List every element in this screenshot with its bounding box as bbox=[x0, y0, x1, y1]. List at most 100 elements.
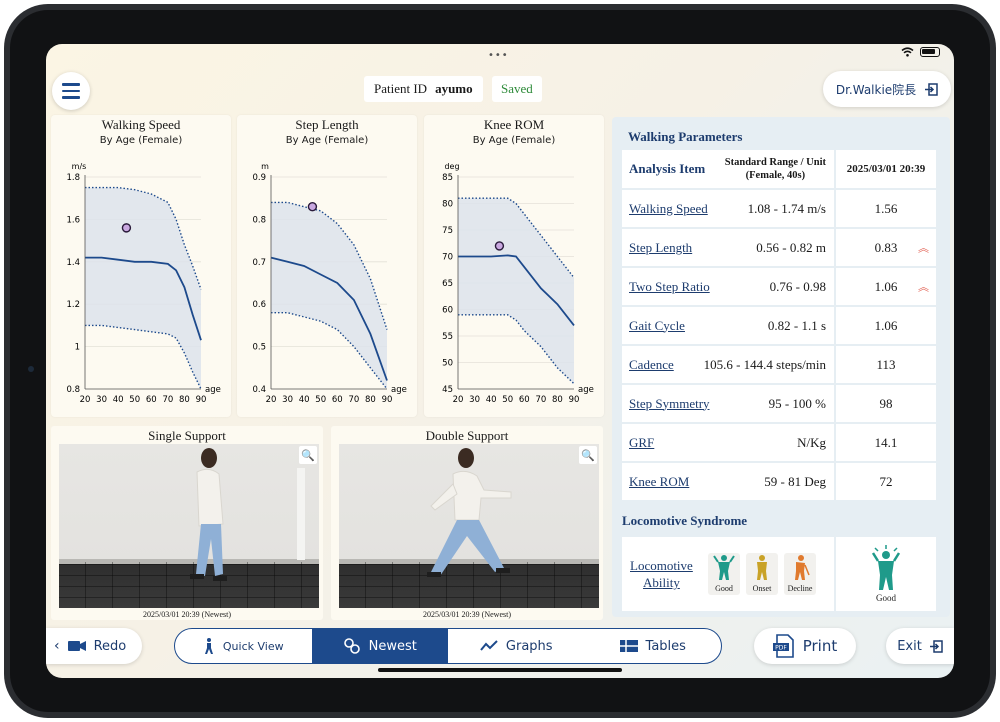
x-tick-label: 50 bbox=[502, 395, 513, 405]
y-tick-label: 70 bbox=[442, 253, 453, 263]
battery-icon bbox=[920, 47, 940, 57]
tab-tables[interactable]: Tables bbox=[585, 629, 722, 663]
saved-status: Saved bbox=[492, 76, 542, 102]
print-button[interactable]: PDF Print bbox=[754, 628, 856, 664]
locomotive-syndrome-title: Locomotive Syndrome bbox=[622, 513, 748, 528]
tab-label: Graphs bbox=[505, 638, 553, 654]
median-line bbox=[270, 256, 388, 381]
tab-graphs[interactable]: Graphs bbox=[448, 629, 585, 663]
locomotive-ability-link[interactable]: Locomotive Ability bbox=[630, 557, 693, 591]
x-tick-label: 20 bbox=[453, 395, 464, 405]
param-link-knee-rom[interactable]: Knee ROM bbox=[629, 473, 690, 489]
param-link-grf[interactable]: GRF bbox=[629, 434, 655, 450]
exit-button[interactable]: Exit bbox=[886, 628, 954, 664]
patient-id-label: Patient ID bbox=[374, 81, 428, 96]
double-chevron-up-icon: ︽ bbox=[918, 280, 929, 293]
tab-label: Quick View bbox=[222, 639, 284, 653]
camera-icon bbox=[67, 641, 86, 651]
lower-bound-line bbox=[85, 324, 202, 390]
tab-label: Newest bbox=[368, 638, 417, 654]
x-tick-label: 20 bbox=[266, 395, 277, 405]
normal-range-band bbox=[458, 198, 574, 384]
param-link-cadence[interactable]: Cadence bbox=[629, 356, 674, 372]
y-tick-label: 55 bbox=[442, 332, 453, 342]
tab-label: Tables bbox=[645, 638, 686, 654]
x-tick-label: 40 bbox=[486, 395, 497, 405]
y-tick-label: 1.4 bbox=[66, 258, 80, 268]
home-indicator[interactable] bbox=[378, 668, 622, 672]
y-tick-label: 1.8 bbox=[66, 173, 80, 183]
panel-title: Walking Parameters bbox=[628, 129, 743, 144]
walking-parameters-panel: Walking Parameters Analysis Item Standar… bbox=[612, 117, 950, 617]
video-title: Double Support bbox=[425, 428, 509, 443]
y-tick-label: 1.6 bbox=[66, 215, 80, 225]
doctor-account-button[interactable]: Dr.Walkie院長 bbox=[823, 71, 951, 107]
y-tick-label: 1.2 bbox=[66, 300, 80, 310]
table-row: Step Length 0.56 - 0.82 m 0.83 ︽ bbox=[622, 229, 936, 266]
param-range: 0.76 - 0.98 bbox=[769, 278, 826, 294]
column-header-standard: Standard Range / Unit (Female, 40s) bbox=[725, 156, 826, 182]
param-link-walking-speed[interactable]: Walking Speed bbox=[629, 200, 708, 216]
single-support-video-frame[interactable]: 🔍 bbox=[59, 444, 319, 608]
x-tick-label: 60 bbox=[332, 395, 343, 405]
zoom-icon[interactable]: 🔍 bbox=[299, 446, 317, 464]
tab-newest[interactable]: Newest bbox=[311, 629, 448, 663]
param-range: 1.08 - 1.74 m/s bbox=[747, 200, 826, 216]
redo-button[interactable]: ‹ Redo bbox=[46, 628, 142, 664]
video-date: 2025/03/01 20:39 (Newest) bbox=[423, 610, 511, 619]
x-axis-label: age bbox=[391, 385, 407, 395]
param-link-two-step-ratio[interactable]: Two Step Ratio bbox=[629, 278, 710, 294]
param-value: 113 bbox=[876, 356, 896, 372]
zoom-icon[interactable]: 🔍 bbox=[579, 446, 597, 464]
multitask-dots[interactable]: ••• bbox=[488, 50, 509, 61]
double-chevron-up-icon: ︽ bbox=[918, 241, 929, 254]
walker-figure bbox=[427, 448, 512, 577]
x-tick-label: 40 bbox=[113, 395, 124, 405]
locomotive-row: Locomotive Ability Good O bbox=[622, 537, 936, 611]
standard-header-line1: Standard Range / Unit bbox=[724, 157, 826, 168]
column-header-item: Analysis Item bbox=[629, 161, 706, 176]
lower-bound-line bbox=[458, 314, 575, 385]
table-row: Walking Speed 1.08 - 1.74 m/s 1.56 bbox=[622, 190, 936, 227]
param-value: 1.56 bbox=[874, 200, 898, 216]
patient-data-point[interactable] bbox=[121, 223, 132, 233]
upper-bound-line bbox=[271, 201, 388, 330]
table-row: Knee ROM 59 - 81 Deg 72 bbox=[622, 463, 936, 500]
person-good-icon bbox=[713, 555, 735, 580]
person-decline-icon bbox=[795, 555, 810, 580]
tab-quick-view[interactable]: Quick View bbox=[175, 629, 312, 663]
locomotive-label-line2: Ability bbox=[642, 575, 680, 590]
redo-label: Redo bbox=[93, 638, 127, 654]
x-tick-label: 80 bbox=[552, 395, 563, 405]
wifi-icon bbox=[901, 47, 914, 57]
y-tick-label: 1 bbox=[75, 343, 80, 353]
view-segmented-control: Quick View Newest Graphs Tables bbox=[174, 628, 722, 664]
locomotive-result: Good bbox=[876, 593, 896, 603]
menu-button[interactable] bbox=[52, 72, 90, 110]
param-range: 0.56 - 0.82 m bbox=[756, 239, 826, 255]
y-unit-label: m/s bbox=[72, 162, 87, 171]
patient-data-point[interactable] bbox=[307, 201, 318, 212]
patient-id-box: Patient ID ayumo bbox=[364, 76, 483, 102]
param-link-step-length[interactable]: Step Length bbox=[629, 239, 693, 255]
table-row: Step Symmetry 95 - 100 % 98 bbox=[622, 385, 936, 422]
camera-dot bbox=[28, 366, 34, 372]
double-support-video-frame[interactable]: 🔍 bbox=[339, 444, 599, 608]
upper-bound-line bbox=[458, 197, 575, 279]
param-value: 98 bbox=[879, 395, 893, 411]
table-row: Two Step Ratio 0.76 - 0.98 1.06 ︽ bbox=[622, 268, 936, 305]
y-tick-label: 0.5 bbox=[252, 343, 266, 353]
chart-subtitle: By Age (Female) bbox=[472, 135, 556, 146]
param-link-step-symmetry[interactable]: Step Symmetry bbox=[629, 395, 710, 411]
x-tick-label: 70 bbox=[535, 395, 546, 405]
param-link-gait-cycle[interactable]: Gait Cycle bbox=[629, 317, 685, 333]
y-tick-label: 0.9 bbox=[252, 173, 266, 183]
patient-id-value: ayumo bbox=[435, 81, 473, 96]
table-row: Cadence 105.6 - 144.4 steps/min 113 bbox=[622, 346, 936, 383]
single-support-video-card: Single Support 🔍 2025/03/01 20:39 (Newes… bbox=[51, 426, 323, 620]
patient-data-point[interactable] bbox=[494, 241, 505, 251]
stage-decline: Decline bbox=[784, 553, 816, 595]
x-tick-label: 60 bbox=[146, 395, 157, 405]
